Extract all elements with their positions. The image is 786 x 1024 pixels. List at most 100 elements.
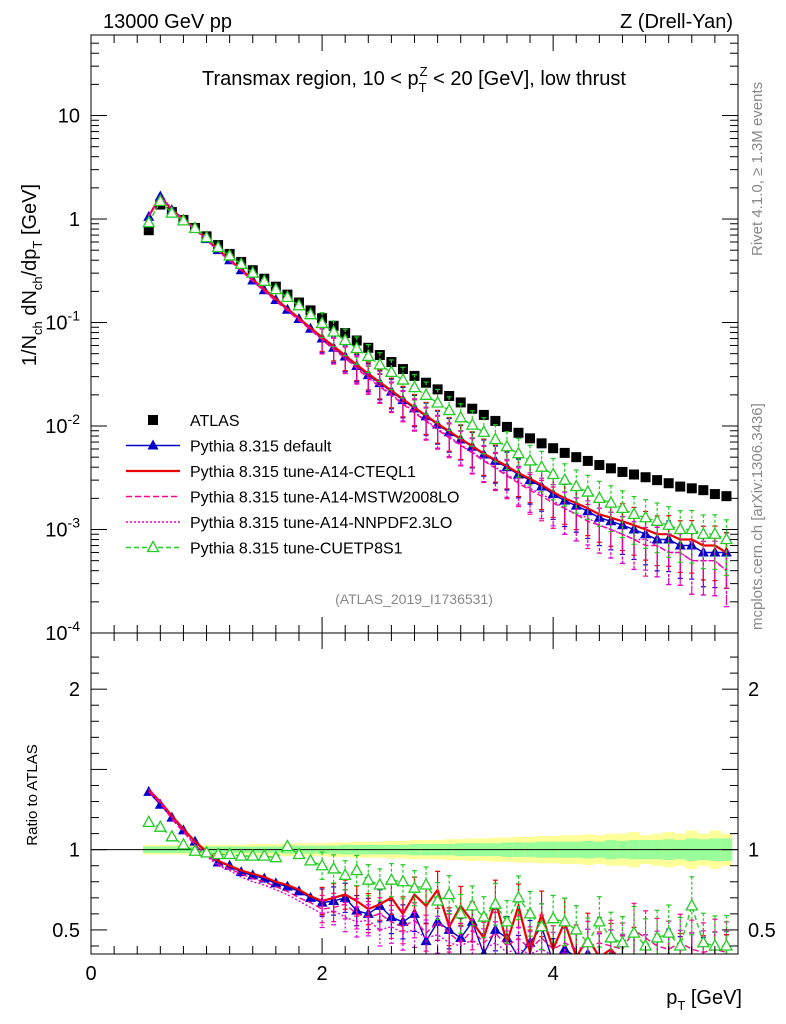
point-cuetp8s1-7 (223, 847, 237, 860)
ytick-label-exp-1: -3 (68, 515, 81, 531)
point-cuetp8s1-33 (523, 453, 537, 466)
point-cuetp8s1-10 (257, 848, 271, 861)
atlas-point-38 (582, 455, 593, 466)
point-cuetp8s1-4 (188, 843, 202, 856)
point-cuetp8s1-18 (350, 863, 364, 876)
point-cuetp8s1-37 (569, 479, 583, 492)
point-cuetp8s1-20 (373, 877, 387, 890)
atlas-point-26 (444, 390, 455, 401)
point-cuetp8s1-26 (442, 403, 456, 416)
point-cuetp8s1-29 (477, 424, 491, 437)
plot-title-sub: T (419, 80, 427, 95)
point-cuetp8s1-26 (442, 887, 456, 900)
ratio-ytick-label-right-1: 1 (748, 840, 759, 862)
legend-marker-cuetp8s1 (146, 540, 160, 553)
ratio-plot-marks (91, 785, 738, 954)
point-cuetp8s1-22 (396, 874, 410, 887)
point-cuetp8s1-29 (477, 909, 491, 922)
point-cuetp8s1-50 (719, 532, 734, 545)
legend-label-default: Pythia 8.315 default (190, 439, 332, 456)
point-cuetp8s1-14 (303, 307, 318, 320)
point-cuetp8s1-43 (638, 510, 653, 523)
point-cuetp8s1-14 (303, 853, 318, 866)
point-cuetp8s1-13 (292, 847, 306, 860)
point-cuetp8s1-21 (384, 365, 398, 378)
y-axis-label-mid2: /dp (19, 249, 41, 277)
atlas-point-37 (571, 452, 582, 463)
atlas-point-49 (709, 489, 720, 500)
point-cuetp8s1-32 (511, 446, 526, 459)
atlas-point-19 (363, 342, 374, 353)
point-cuetp8s1-46 (673, 522, 687, 535)
point-cuetp8s1-8 (234, 256, 248, 269)
ratio-ytick-label-left-2: 2 (69, 679, 80, 701)
point-cuetp8s1-16 (327, 861, 341, 874)
ratio-ytick-label-left-0: 0.5 (52, 920, 80, 942)
point-cuetp8s1-7 (223, 248, 237, 261)
atlas-point-0 (143, 225, 154, 236)
point-cuetp8s1-15 (315, 858, 329, 871)
point-cuetp8s1-9 (246, 848, 260, 861)
legend-label-atlas: ATLAS (190, 413, 240, 430)
ytick-label-3: 10-1 (45, 308, 80, 335)
point-cuetp8s1-39 (592, 491, 606, 504)
point-cuetp8s1-38 (581, 935, 595, 948)
point-cuetp8s1-0 (142, 215, 156, 228)
point-cuetp8s1-45 (662, 925, 676, 938)
atlas-point-35 (548, 443, 559, 454)
atlas-point-47 (686, 483, 697, 494)
legend-marker-default (147, 439, 159, 450)
y-axis-label-top: 1/Nch dNch/dpT [GeV] (19, 184, 45, 366)
point-cuetp8s1-30 (488, 896, 502, 909)
point-cuetp8s1-40 (604, 495, 618, 508)
rivet-label: Rivet 4.1.0, ≥ 1.3M events (749, 82, 766, 256)
ytick-label-base-3: 10 (45, 313, 67, 335)
ratio-y-label: Ratio to ATLAS (24, 744, 41, 845)
header-right: Z (Drell-Yan) (620, 11, 733, 33)
point-cuetp8s1-13 (292, 298, 306, 311)
ytick-label-1: 10-3 (45, 515, 80, 542)
point-cuetp8s1-39 (592, 914, 606, 927)
ytick-label-exp-3: -1 (68, 308, 81, 324)
point-cuetp8s1-10 (257, 273, 271, 286)
point-cuetp8s1-23 (407, 880, 422, 893)
point-cuetp8s1-6 (211, 240, 225, 253)
point-cuetp8s1-8 (234, 848, 248, 861)
legend-marker-atlas (148, 415, 158, 425)
atlas-point-18 (351, 335, 362, 346)
x-axis-label-unit: [GeV] (685, 987, 742, 1009)
xtick-label-0: 0 (85, 963, 96, 985)
ytick-label-5: 10 (58, 106, 80, 128)
point-cuetp8s1-19 (361, 872, 375, 885)
point-cuetp8s1-5 (199, 230, 214, 243)
point-cuetp8s1-5 (199, 845, 214, 858)
atlas-point-42 (629, 469, 640, 480)
legend-label-cteql1: Pythia 8.315 tune-A14-CTEQL1 (190, 464, 416, 481)
point-cuetp8s1-28 (465, 417, 479, 430)
ytick-label-exp-2: -2 (68, 411, 81, 427)
series-line-mstw (148, 195, 727, 572)
point-cuetp8s1-20 (373, 357, 387, 370)
atlas-point-44 (652, 475, 663, 486)
y-axis-label-sub3: T (30, 241, 45, 249)
point-default-36 (559, 943, 571, 954)
point-cuetp8s1-44 (650, 513, 664, 526)
atlas-point-32 (513, 427, 524, 438)
point-cuetp8s1-23 (407, 380, 422, 393)
plot-title-post: < 20 [GeV], low thrust (428, 68, 627, 90)
atlas-point-34 (536, 438, 547, 449)
point-cuetp8s1-33 (523, 906, 537, 919)
legend-label-mstw: Pythia 8.315 tune-A14-MSTW2008LO (190, 490, 459, 507)
point-cuetp8s1-31 (500, 914, 514, 927)
ytick-label-base-1: 10 (45, 520, 67, 542)
point-cuetp8s1-15 (315, 316, 329, 329)
point-cuetp8s1-48 (696, 935, 710, 948)
atlas-point-30 (490, 415, 501, 426)
header-left: 13000 GeV pp (103, 11, 232, 33)
ratio-ytick-label-left-1: 1 (69, 840, 80, 862)
point-cuetp8s1-36 (558, 914, 572, 927)
main-plot-marks (142, 190, 734, 608)
